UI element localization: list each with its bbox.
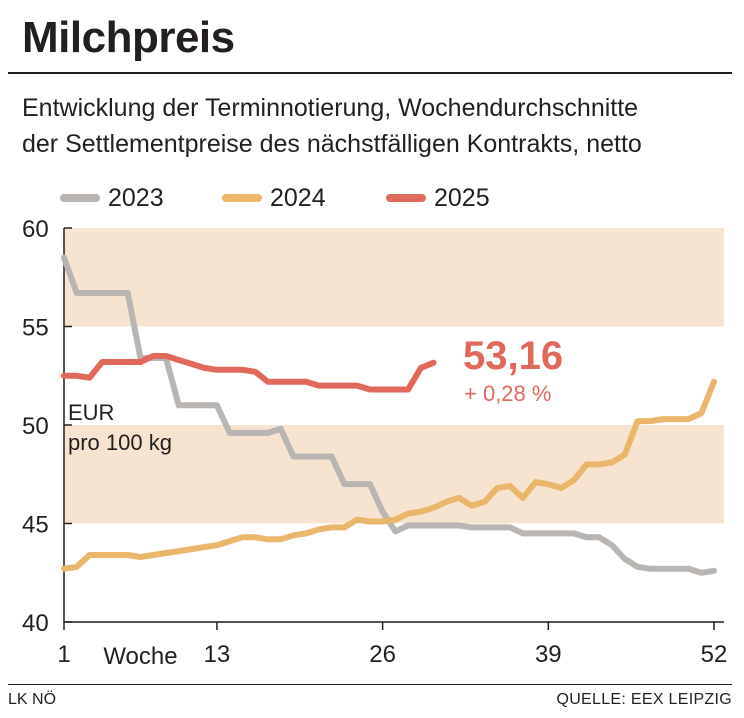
change-percent-label: + 0,28 % bbox=[464, 381, 551, 406]
legend-swatch-2025 bbox=[386, 194, 426, 202]
legend-label-2025: 2025 bbox=[434, 184, 490, 212]
legend-swatch-2024 bbox=[222, 194, 262, 202]
x-tick-label-1: 1 bbox=[57, 641, 70, 668]
x-tick-label-26: 26 bbox=[369, 641, 396, 668]
y-axis-label-line-2: pro 100 kg bbox=[68, 430, 172, 455]
x-axis-label: Woche bbox=[103, 643, 177, 670]
band-1 bbox=[64, 228, 724, 327]
footer-divider bbox=[8, 684, 732, 685]
y-tick-label-55: 55 bbox=[22, 315, 49, 342]
y-axis-label-line-1: EUR bbox=[68, 400, 114, 425]
page-title: Milchpreis bbox=[22, 13, 235, 62]
x-tick-label-39: 39 bbox=[535, 641, 562, 668]
x-tick-label-52: 52 bbox=[701, 641, 728, 668]
series-line-2024 bbox=[61, 378, 717, 572]
legend-label-2023: 2023 bbox=[108, 184, 164, 212]
subtitle-line-1: Entwicklung der Terminnotierung, Wochend… bbox=[22, 94, 639, 122]
subtitle: Entwicklung der Terminnotierung, Wochend… bbox=[22, 90, 642, 162]
series-line-2025 bbox=[61, 353, 437, 393]
footer-credit: LK NÖ bbox=[8, 691, 57, 708]
x-tick-label-13: 13 bbox=[204, 641, 231, 668]
y-tick-label-60: 60 bbox=[22, 216, 49, 243]
legend-label-2024: 2024 bbox=[270, 184, 326, 212]
legend-swatch-2023 bbox=[60, 194, 100, 202]
title-divider bbox=[8, 72, 732, 74]
footer-source: QUELLE: EEX LEIPZIG bbox=[556, 691, 732, 708]
subtitle-line-2: der Settlementpreise des nächstfälligen … bbox=[22, 130, 642, 158]
y-tick-label-40: 40 bbox=[22, 610, 49, 637]
last-value-label: 53,16 bbox=[463, 334, 563, 378]
y-tick-label-50: 50 bbox=[22, 413, 49, 440]
y-tick-label-45: 45 bbox=[22, 512, 49, 539]
band-0 bbox=[64, 425, 724, 524]
